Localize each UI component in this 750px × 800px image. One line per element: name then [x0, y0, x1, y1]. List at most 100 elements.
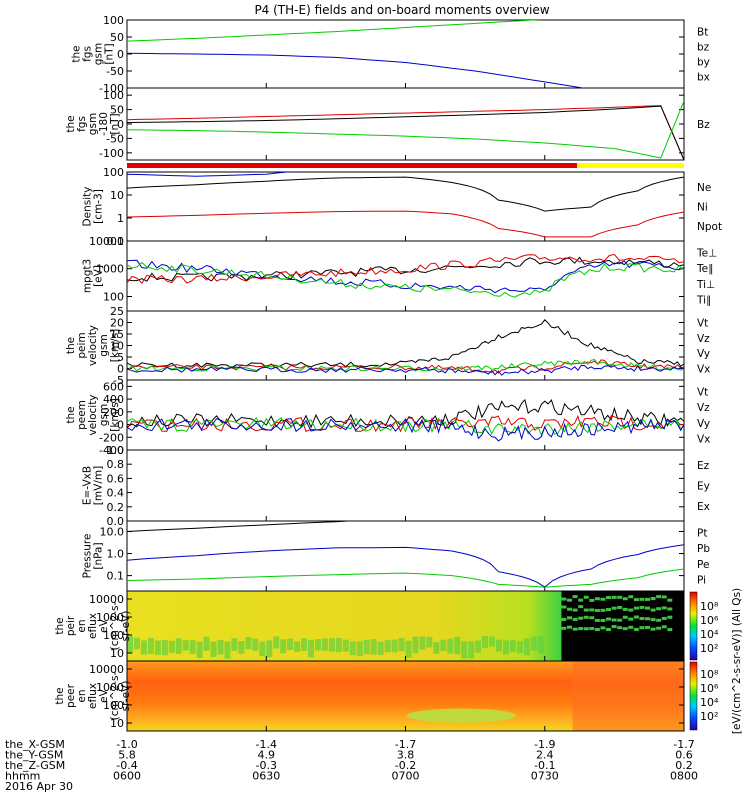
ylabel: Density [cm-3] [82, 187, 105, 227]
peir-low-energy-streak [287, 638, 294, 651]
peir-low-energy-streak [475, 640, 482, 653]
peir-low-energy-streak [203, 636, 210, 651]
legend-entry: Vy [697, 348, 710, 360]
peir-low-energy-streak [224, 641, 231, 659]
peir-sparse-flux [606, 596, 612, 600]
series-line-by [127, 100, 684, 159]
ylabel: the peem velocity gsm [km/s] [65, 394, 121, 435]
peir-low-energy-streak [391, 639, 398, 653]
peir-low-energy-streak [161, 640, 168, 656]
legend-entry: Vz [697, 333, 710, 345]
ytick-label: 5 [117, 351, 124, 364]
ylabel-line: [nPa] [93, 542, 105, 569]
ytick-label: 100 [103, 89, 124, 102]
peir-sparse-flux [589, 608, 595, 612]
legend-entry: Ey [697, 481, 710, 493]
ylabel-line: [nT] [109, 113, 121, 134]
peir-low-energy-streak [433, 641, 440, 654]
peir-sparse-flux [639, 616, 645, 620]
peir-low-energy-streak [461, 641, 468, 659]
peir-low-energy-streak [516, 641, 523, 654]
peir-sparse-flux [589, 627, 595, 631]
peir-low-energy-streak [217, 639, 224, 655]
peir-low-energy-streak [301, 638, 308, 651]
peir-sparse-flux [661, 625, 667, 629]
peir-sparse-flux [606, 628, 612, 632]
ylabel-line: the [54, 617, 66, 634]
ylabel-line: gsm [98, 334, 110, 356]
peir-low-energy-streak [356, 641, 363, 657]
ytick-label: 1000 [96, 263, 124, 276]
peir-low-energy-streak [440, 639, 447, 651]
peir-low-energy-streak [328, 638, 335, 652]
panel-fgs: 100 50 0 -50 -100 the fgs gsm [nT] Bt bz by bx [71, 14, 710, 95]
peir-sparse-flux [561, 605, 567, 609]
ytick-label: -100 [99, 147, 124, 160]
ylabel: the peir en eflux eV (cm^2-s-sr-eV) [54, 601, 132, 650]
legend-entry: bz [697, 41, 710, 53]
ylabel-line: the [54, 687, 66, 704]
peir-sparse-flux [572, 627, 578, 631]
xaxis-row-value: -1.4 [256, 738, 277, 751]
peir-sparse-flux [622, 627, 628, 631]
peir-sparse-flux [628, 625, 634, 629]
peir-sparse-flux [661, 606, 667, 610]
peir-low-energy-streak [314, 639, 321, 651]
peir-low-energy-streak [175, 638, 182, 654]
peir-sparse-flux [633, 606, 639, 610]
peir-sparse-flux [561, 626, 567, 630]
peir-sparse-flux [600, 626, 606, 630]
series-line-Vx [127, 365, 684, 376]
panel-frame [126, 520, 685, 592]
peir-sparse-flux [589, 598, 595, 602]
peir-sparse-flux [650, 618, 656, 622]
peir-sparse-flux [617, 605, 623, 609]
ylabel-line: peir [65, 615, 77, 636]
series-line-Bt [127, 105, 684, 160]
ytick-label: -50 [106, 65, 124, 78]
ylabel-line: en [76, 689, 88, 702]
ytick-label: 1000 [96, 611, 124, 624]
ytick-label: -5 [113, 374, 124, 387]
peir-sparse-flux [622, 615, 628, 619]
peir-sparse-flux [594, 618, 600, 622]
peir-low-energy-streak [189, 640, 196, 654]
peir-low-energy-streak [140, 640, 147, 655]
ytick-label: -100 [99, 82, 124, 95]
peir-low-energy-streak [447, 638, 454, 654]
peir-sparse-flux [661, 616, 667, 620]
peir-low-energy-streak [147, 637, 154, 654]
ylabel-line: [km/s] [109, 329, 121, 363]
series-line-Te∥ [127, 256, 684, 282]
ylabel: the peer en eflux eV (cm^2-s-sr-eV) [54, 671, 132, 720]
ylabel-line: peer [65, 683, 77, 708]
peir-sparse-flux [567, 607, 573, 611]
ylabel-line: en [76, 619, 88, 632]
peir-sparse-flux [583, 627, 589, 631]
ylabel-line: fgs [76, 116, 88, 132]
xaxis-row-value: 3.8 [397, 749, 415, 762]
xaxis-row-name: the_Y-GSM [5, 749, 63, 762]
series-group-fgs_dsl [127, 100, 684, 160]
peir-sparse-flux [611, 618, 617, 622]
peir-sparse-flux [661, 595, 667, 599]
xaxis-row-name: the_X-GSM [5, 738, 65, 751]
peir-sparse-flux [578, 605, 584, 609]
peir-sparse-flux [628, 617, 634, 621]
peir-sparse-flux [600, 608, 606, 612]
peir-sparse-flux [633, 627, 639, 631]
ylabel-line: E=-VxB [82, 466, 94, 505]
peir-sparse-flux [617, 618, 623, 622]
ytick-label: 50 [110, 104, 124, 117]
ylabel-line: (cm^2-s- [109, 601, 121, 650]
ytick-label: 15 [110, 328, 124, 341]
ylabel-line: Density [82, 187, 94, 227]
peir-sparse-flux [617, 595, 623, 599]
legend-entry: by [697, 57, 710, 69]
peir-low-energy-streak [168, 640, 175, 653]
peir-low-energy-streak [321, 638, 328, 651]
